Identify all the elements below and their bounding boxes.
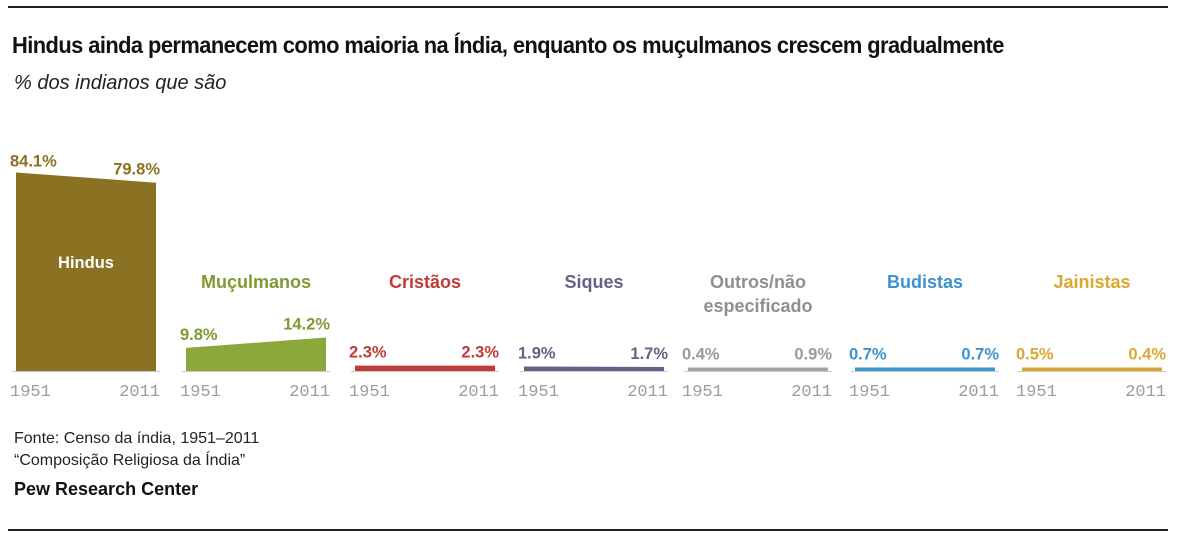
series-5-label-2011: 0.7% [961, 346, 999, 364]
source-line-1: Fonte: Censo da índia, 1951–2011 [14, 430, 260, 447]
series-3-label-1951: 1.9% [518, 345, 556, 363]
series-5-tick-1951: 1951 [849, 383, 890, 402]
series-5-area [855, 367, 995, 371]
series-1-tick-2011: 2011 [289, 383, 330, 402]
series-2-name: Cristãos [389, 272, 461, 292]
series-1-label-1951: 9.8% [180, 326, 218, 344]
series-6-name: Jainistas [1053, 272, 1130, 292]
series-6-tick-1951: 1951 [1016, 383, 1057, 402]
series-4-label-2011: 0.9% [794, 346, 832, 364]
series-5-label-1951: 0.7% [849, 346, 887, 364]
series-2-label-2011: 2.3% [461, 344, 499, 362]
top-rule [8, 6, 1168, 8]
series-0-label-2011: 79.8% [113, 161, 160, 179]
series-3-tick-2011: 2011 [627, 383, 668, 402]
series-6-label-2011: 0.4% [1128, 346, 1166, 364]
series-4-label-1951: 0.4% [682, 346, 720, 364]
series-1-label-2011: 14.2% [283, 315, 330, 333]
source-line-2: “Composição Religiosa da Índia” [14, 452, 246, 469]
series-2-tick-2011: 2011 [458, 383, 499, 402]
series-4-tick-1951: 1951 [682, 383, 723, 402]
chart-title: Hindus ainda permanecem como maioria na … [12, 32, 1004, 58]
series-3-name: Siques [564, 272, 623, 292]
series-5-name: Budistas [887, 272, 963, 292]
series-2-area [355, 365, 495, 371]
series-6-label-1951: 0.5% [1016, 346, 1054, 364]
series-4-name-line-2: especificado [703, 296, 812, 316]
series-5-tick-2011: 2011 [958, 383, 999, 402]
series-1-area [186, 337, 326, 371]
series-2-tick-1951: 1951 [349, 383, 390, 402]
chart-subtitle: % dos indianos que são [14, 72, 227, 94]
series-3-label-2011: 1.7% [630, 345, 668, 363]
bottom-rule [8, 529, 1168, 531]
series-0-label-1951: 84.1% [10, 153, 57, 171]
series-1-tick-1951: 1951 [180, 383, 221, 402]
series-4-area [688, 367, 828, 371]
series-6-tick-2011: 2011 [1125, 383, 1166, 402]
series-3-tick-1951: 1951 [518, 383, 559, 402]
series-1-name: Muçulmanos [201, 272, 311, 292]
series-0-name: Hindus [58, 254, 114, 272]
series-3-area [524, 366, 664, 371]
series-0-tick-1951: 1951 [10, 383, 51, 402]
series-6-area [1022, 367, 1162, 371]
series-2-label-1951: 2.3% [349, 344, 387, 362]
source-note: Fonte: Censo da índia, 1951–2011 “Compos… [14, 428, 259, 472]
series-0-tick-2011: 2011 [119, 383, 160, 402]
series-0-area [16, 172, 156, 371]
brand-label: Pew Research Center [14, 479, 199, 499]
series-4-tick-2011: 2011 [791, 383, 832, 402]
series-4-name-line-1: Outros/não [710, 272, 806, 292]
